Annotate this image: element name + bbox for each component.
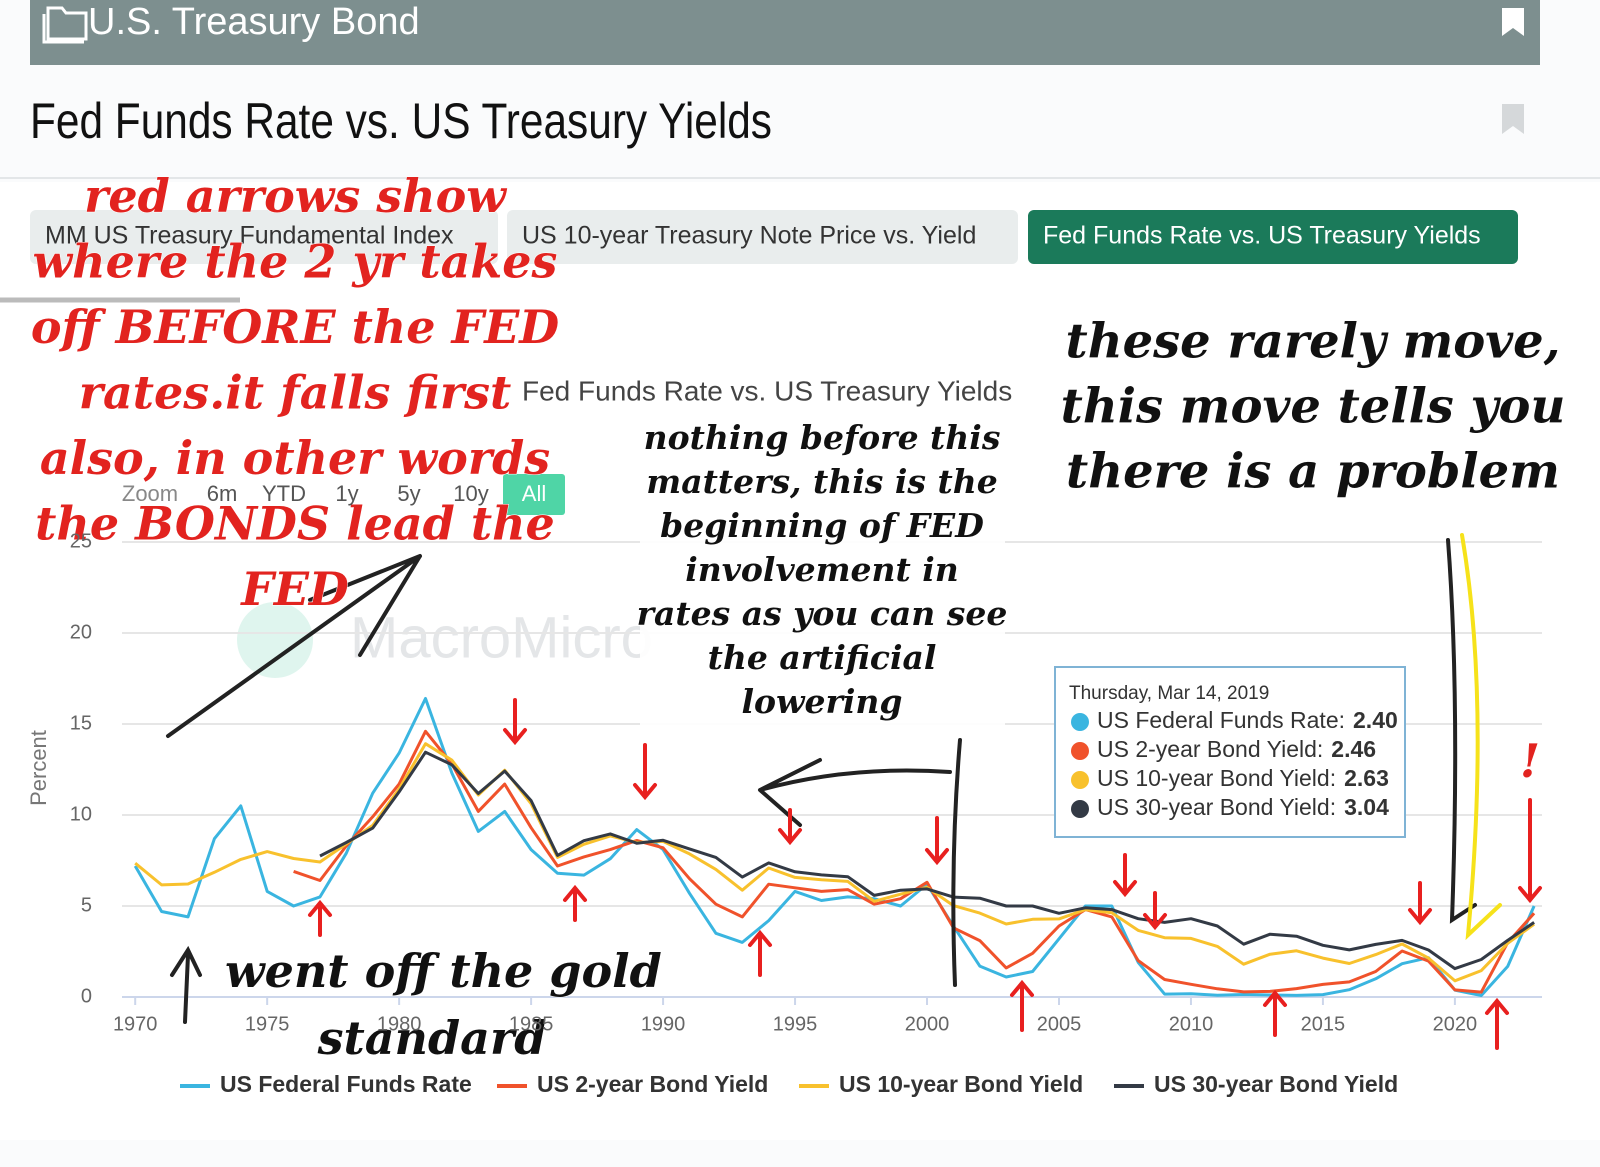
tooltip-value: 2.46 [1331,736,1376,762]
bookmark-icon[interactable] [1502,104,1524,134]
tooltip-label: US 30-year Bond Yield: [1097,794,1336,820]
annotation: where the 2 yr takes [33,235,558,289]
annotation: this move tells you [1061,379,1566,435]
zoom-button[interactable]: 5y [397,481,420,506]
tooltip-dot [1071,771,1089,789]
drawings [166,533,1502,1024]
page-title: Fed Funds Rate vs. US Treasury Yields [30,93,772,149]
zoom-button[interactable]: 6m [207,481,238,506]
tooltip-dot [1071,800,1089,818]
tooltip-value: 3.04 [1344,794,1389,820]
tab[interactable] [30,210,498,264]
zoom-button[interactable]: 10y [453,481,488,506]
annotation: nothing before this [644,418,1001,457]
zoom-button[interactable]: All [522,481,546,506]
tab-active[interactable] [1028,210,1518,264]
tooltip-item: US 30-year Bond Yield: 3.04 [1097,794,1389,820]
x-tick-label: 2010 [1169,1013,1214,1035]
folder-icon [42,6,88,44]
series-line [133,697,1536,997]
annotation: FED [239,562,349,616]
bookmark-icon[interactable] [1502,8,1524,36]
y-tick-label: 0 [81,985,92,1007]
tooltip-item: US 2-year Bond Yield: 2.46 [1097,736,1376,762]
series-line [319,750,1535,971]
annotation: the BONDS lead the [35,497,555,551]
arrow [170,945,202,1024]
tab-label[interactable]: MM US Treasury Fundamental Index [45,222,454,250]
x-tick-label: 1985 [509,1013,554,1035]
y-tick-label: 20 [70,621,92,643]
annotation: these rarely move, [1066,314,1561,370]
line-drawing [1446,538,1477,924]
series-line [134,742,1535,983]
annotation: rates as you can see [637,594,1008,633]
x-tick-label: 2020 [1433,1013,1478,1035]
tab-label[interactable]: US 10-year Treasury Note Price vs. Yield [522,222,976,250]
annotation: off BEFORE the FED [31,300,559,354]
annotation: matters, this is the [646,462,997,501]
legend-label[interactable]: US 30-year Bond Yield [1154,1071,1398,1097]
x-tick-label: 2015 [1301,1013,1346,1035]
zoom-active[interactable] [503,474,565,515]
y-tick-label: 15 [70,712,92,734]
tab[interactable] [507,210,1018,264]
plot [133,697,1536,997]
tooltip-dot [1071,713,1089,731]
y-axis-label: Percent [26,730,51,806]
tooltip-value: 2.40 [1353,707,1398,733]
y-tick-label: 5 [81,894,92,916]
watermark: MacroMicro [350,605,653,670]
annotation-box [640,415,1005,733]
y-tick-label: 25 [70,530,92,552]
legend-label[interactable]: US 2-year Bond Yield [537,1071,768,1097]
x-tick-label: 1975 [245,1013,290,1035]
annotation: went off the gold [225,944,662,998]
x-tick-label: 1980 [377,1013,422,1035]
x-tick-label: 1970 [113,1013,158,1035]
annotation: beginning of FED [660,506,984,545]
x-tick-label: 1995 [773,1013,818,1035]
x-tick-label: 2005 [1037,1013,1082,1035]
tooltip-label: US 10-year Bond Yield: [1097,765,1336,791]
zoom-label: Zoom [122,481,178,506]
annotation: standard [317,1011,547,1065]
annotation: red arrows show [84,169,507,223]
watermark-logo [237,602,313,678]
tooltip-dot [1071,742,1089,760]
annotations: red arrows show where the 2 yr takes off B… [30,169,1566,1066]
arrow [166,554,422,738]
tooltip-item: US Federal Funds Rate: 2.40 [1097,707,1398,733]
y-tick-label: 10 [70,803,92,825]
legend-label[interactable]: US Federal Funds Rate [220,1071,472,1097]
tooltip-value: 2.63 [1344,765,1389,791]
tooltip-item: US 10-year Bond Yield: 2.63 [1097,765,1389,791]
zoom-button[interactable]: YTD [262,481,306,506]
annotation: rates.it falls first [79,366,512,420]
tooltip [1054,666,1406,838]
arrow [758,758,952,827]
chart-title: Fed Funds Rate vs. US Treasury Yields [522,375,1012,406]
x-tick-label: 2000 [905,1013,950,1035]
tooltip-date: Thursday, Mar 14, 2019 [1069,683,1269,704]
section-title: U.S. Treasury Bond [88,1,420,43]
tab-label[interactable]: Fed Funds Rate vs. US Treasury Yields [1043,222,1481,250]
legend-label[interactable]: US 10-year Bond Yield [839,1071,1083,1097]
section-bar [30,0,1540,65]
annotation: involvement in [685,550,959,589]
tooltip-label: US Federal Funds Rate: [1097,707,1345,733]
line-drawing [951,738,962,987]
line-drawing [1460,533,1502,941]
annotation: ! [1520,734,1540,788]
red-arrows [308,698,1542,1050]
annotation: also, in other words [40,431,550,485]
zoom-button[interactable]: 1y [335,481,358,506]
tooltip-label: US 2-year Bond Yield: [1097,736,1323,762]
annotation: lowering [742,682,903,721]
x-tick-label: 1990 [641,1013,686,1035]
annotation: the artificial [708,638,937,677]
annotation: there is a problem [1066,444,1560,500]
